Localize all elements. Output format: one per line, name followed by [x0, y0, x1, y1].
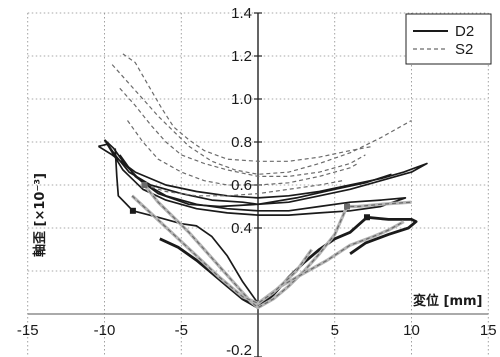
s2-curve-4: [127, 120, 359, 186]
y-tick-label: -0.2: [226, 342, 252, 357]
gridlines: [27, 12, 489, 357]
tick-labels: -15 -10 -5 5 10 15 1.4 1.2 1.0 0.8 0.6 0.4 -0.2: [17, 5, 497, 357]
x-tick-label: -5: [175, 322, 188, 339]
s2-marker-2: [344, 203, 351, 210]
legend: D2 S2: [405, 13, 492, 65]
x-tick-label: 15: [480, 322, 497, 339]
y-tick-label: 0.8: [231, 134, 252, 151]
y-tick-label: 0.6: [231, 177, 252, 194]
x-tick-label: 10: [403, 322, 420, 339]
d2-curve-1: [97, 143, 428, 206]
x-tick-label: -10: [94, 322, 116, 339]
x-tick-label: 5: [331, 322, 339, 339]
x-axis-title: 変位 [mm]: [413, 293, 483, 309]
s2-curve-7: [257, 221, 405, 304]
legend-d2-label: D2: [455, 23, 474, 40]
s2-curve-3: [119, 87, 366, 177]
s2-curve-1: [111, 64, 412, 175]
s2-curve-8: [131, 195, 313, 304]
y-axis-title: 軸歪 [×10⁻³]: [32, 173, 48, 257]
y-tick-label: 1.0: [231, 91, 252, 108]
legend-box: [405, 13, 492, 65]
d2-curve-5: [159, 215, 418, 310]
d2-curve-2: [103, 139, 407, 216]
s2-curve-6: [143, 184, 412, 309]
d2-marker-2: [363, 214, 370, 221]
d2-marker-1: [129, 207, 136, 214]
x-tick-label: -15: [17, 322, 39, 339]
s2-curve-2: [122, 53, 374, 162]
y-tick-label: 1.2: [231, 48, 252, 65]
y-tick-label: 0.4: [231, 220, 252, 237]
legend-s2-label: S2: [455, 41, 473, 58]
y-tick-label: 1.4: [231, 5, 252, 22]
s2-marker-1: [141, 182, 148, 188]
data-series: [97, 53, 428, 310]
s2-curve-5: [144, 180, 343, 197]
